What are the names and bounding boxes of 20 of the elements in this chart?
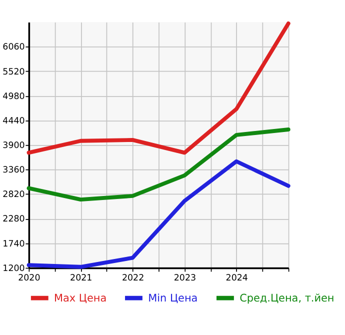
legend-label: Max Цена (54, 292, 107, 305)
legend-label: Сред.Цена, т.йен (240, 292, 334, 305)
x-tick-label: 2022 (122, 273, 144, 284)
y-tick-label: 5520 (2, 67, 25, 78)
x-tick-label: 2021 (70, 273, 92, 284)
legend-label: Min Цена (148, 292, 198, 305)
x-tick-label: 2024 (226, 273, 248, 284)
y-tick-label: 4440 (2, 116, 25, 126)
y-tick-label: 2820 (2, 190, 25, 200)
x-tick-label: 2020 (18, 273, 40, 284)
y-tick-label: 1740 (2, 239, 25, 250)
y-tick-label: 6060 (2, 42, 25, 53)
y-tick-label: 4980 (2, 92, 25, 102)
y-tick-label: 3360 (2, 166, 25, 176)
y-tick-label: 1200 (2, 264, 25, 274)
line-series (26, 22, 290, 155)
y-tick-label: 2280 (2, 214, 25, 225)
line-series (26, 128, 290, 202)
y-tick-label: 3900 (2, 141, 25, 152)
x-tick-label: 2023 (174, 273, 196, 284)
